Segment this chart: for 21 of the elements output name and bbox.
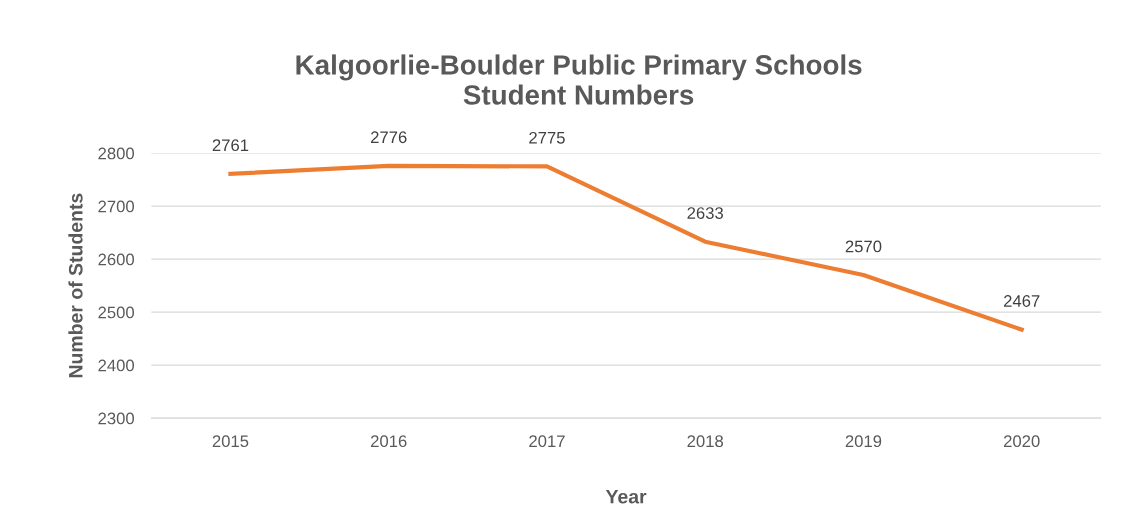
x-tick-label: 2017 [529,435,565,448]
chart-title: Kalgoorlie-Boulder Public Primary Schools Student Numbers [296,54,862,105]
y-tick-label: 2500 [98,306,135,319]
data-label: 2633 [687,207,724,219]
data-label: 2570 [845,240,882,253]
x-tick-label: 2015 [212,435,249,448]
data-label: 2761 [212,139,249,152]
x-tick-label: 2018 [687,435,724,448]
x-tick-label: 2020 [1004,435,1040,448]
y-tick-label: 2300 [98,412,135,425]
y-tick-label: 2600 [98,253,135,266]
x-tick-label: 2019 [845,435,882,448]
y-tick-label: 2700 [98,200,135,213]
data-label: 2467 [1004,295,1040,307]
data-label: 2776 [371,131,407,144]
y-tick-label: 2400 [98,359,135,372]
data-label: 2775 [529,131,565,144]
x-axis-title: Year [605,489,647,504]
x-tick-label: 2016 [371,435,407,448]
y-tick-label: 2800 [98,147,135,160]
y-axis-title: Number of Students [68,193,83,378]
